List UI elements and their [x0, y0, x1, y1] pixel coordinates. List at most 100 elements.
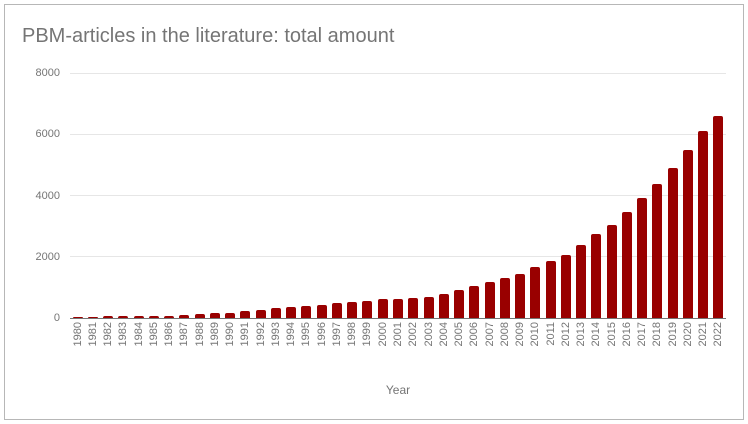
bar-2000	[377, 299, 388, 318]
x-tick-1994: 1994	[285, 322, 298, 347]
bar-1990	[225, 312, 236, 318]
bar-2012	[560, 254, 571, 318]
bar-1996	[316, 305, 327, 318]
bar-1997	[331, 303, 342, 318]
y-tick-2000: 2000	[35, 250, 60, 263]
x-tick-1985: 1985	[147, 322, 160, 347]
bar-1988	[194, 314, 205, 318]
x-tick-1997: 1997	[330, 322, 343, 347]
x-tick-1999: 1999	[361, 322, 374, 347]
bar-1992	[255, 309, 266, 318]
bar-1989	[209, 313, 220, 318]
bar-2005	[454, 289, 465, 318]
x-tick-1991: 1991	[239, 322, 252, 347]
bar-2008	[499, 278, 510, 318]
bar-2003	[423, 296, 434, 318]
x-tick-1989: 1989	[208, 322, 221, 347]
y-gridline-8000	[70, 72, 726, 74]
bar-2002	[408, 297, 419, 318]
x-tick-1996: 1996	[315, 322, 328, 347]
x-tick-2010: 2010	[529, 322, 542, 347]
x-tick-1993: 1993	[269, 322, 282, 347]
bar-1986	[164, 315, 175, 318]
bar-1994	[286, 306, 297, 318]
x-tick-1990: 1990	[224, 322, 237, 347]
bar-1981	[87, 316, 98, 318]
x-tick-2005: 2005	[453, 322, 466, 347]
x-tick-2004: 2004	[437, 322, 450, 347]
x-tick-1980: 1980	[71, 322, 84, 347]
bar-1980	[72, 316, 83, 318]
x-tick-2018: 2018	[651, 322, 664, 347]
x-tick-2022: 2022	[712, 322, 725, 347]
x-tick-1984: 1984	[132, 322, 145, 347]
x-tick-2017: 2017	[636, 322, 649, 347]
x-tick-1987: 1987	[178, 322, 191, 347]
x-tick-2008: 2008	[498, 322, 511, 347]
bar-2016	[621, 212, 632, 318]
bar-2021	[698, 130, 709, 318]
x-tick-2013: 2013	[575, 322, 588, 347]
bar-2006	[469, 285, 480, 318]
x-tick-2009: 2009	[514, 322, 527, 347]
bar-2017	[637, 197, 648, 318]
x-axis-line	[70, 317, 726, 319]
bar-2009	[515, 273, 526, 318]
y-tick-8000: 8000	[35, 67, 60, 79]
x-tick-1982: 1982	[102, 322, 115, 347]
x-tick-2001: 2001	[392, 322, 404, 347]
y-tick-0: 0	[53, 312, 60, 324]
x-tick-1986: 1986	[163, 322, 176, 347]
bar-2015	[606, 225, 617, 318]
x-tick-1983: 1983	[117, 322, 130, 347]
x-tick-2006: 2006	[468, 322, 481, 347]
bar-1995	[301, 305, 312, 318]
x-tick-2015: 2015	[605, 322, 618, 347]
x-tick-2000: 2000	[376, 322, 389, 347]
x-tick-2012: 2012	[559, 322, 572, 347]
bar-2013	[576, 245, 587, 318]
x-tick-2002: 2002	[407, 322, 420, 347]
bar-2022	[713, 116, 724, 318]
bar-1982	[103, 316, 114, 318]
x-tick-1992: 1992	[254, 322, 267, 347]
x-tick-1988: 1988	[193, 322, 206, 347]
bar-2001	[393, 298, 403, 318]
x-tick-2020: 2020	[681, 322, 694, 347]
bar-2004	[438, 293, 449, 318]
bar-1993	[270, 308, 281, 318]
x-tick-2019: 2019	[666, 322, 679, 347]
bar-2019	[667, 167, 678, 318]
bar-2007	[484, 282, 495, 318]
bar-1991	[240, 310, 251, 318]
bar-1987	[179, 315, 190, 318]
y-tick-4000: 4000	[35, 189, 60, 202]
bar-2011	[545, 261, 556, 318]
x-tick-2011: 2011	[544, 322, 557, 346]
chart-title: PBM-articles in the literature: total am…	[22, 25, 395, 47]
x-tick-2021: 2021	[697, 322, 710, 347]
bar-1984	[133, 316, 144, 318]
bar-1999	[362, 301, 373, 318]
bar-1985	[148, 316, 159, 318]
x-tick-1995: 1995	[300, 322, 313, 347]
x-tick-2007: 2007	[483, 322, 496, 347]
bar-2010	[530, 267, 541, 318]
bar-2014	[591, 234, 602, 318]
y-gridline-4000	[70, 195, 726, 196]
x-tick-1998: 1998	[346, 322, 359, 347]
x-axis-title: Year	[385, 383, 411, 397]
x-tick-1981: 1981	[86, 322, 99, 347]
bar-1983	[118, 316, 129, 318]
y-gridline-2000	[70, 256, 726, 258]
bar-2020	[682, 149, 693, 318]
x-tick-2003: 2003	[422, 322, 435, 347]
bar-2018	[652, 183, 663, 318]
bar-1998	[347, 301, 358, 318]
x-tick-2014: 2014	[590, 322, 603, 347]
x-tick-2016: 2016	[620, 322, 633, 347]
y-gridline-6000	[70, 133, 726, 135]
y-tick-6000: 6000	[35, 128, 60, 141]
